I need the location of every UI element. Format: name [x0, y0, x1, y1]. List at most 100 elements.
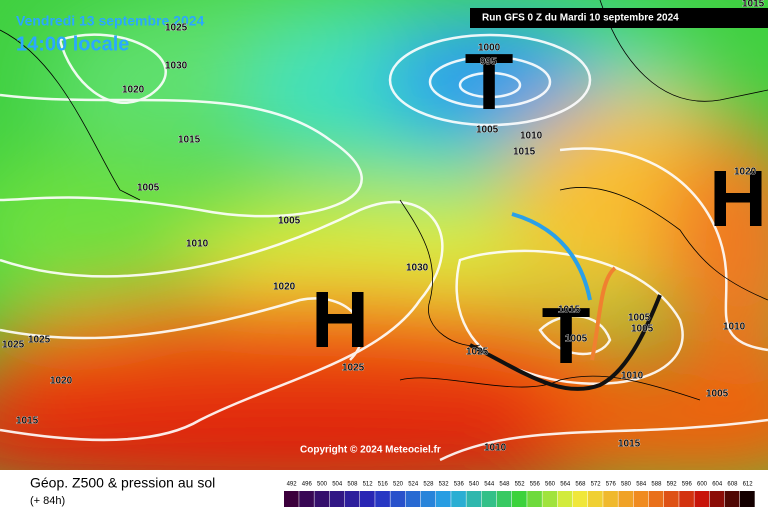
isobar-label: 1015: [618, 439, 641, 450]
scale-swatch: [694, 491, 710, 507]
scale-label: 544: [484, 482, 495, 488]
isobar-label: 1005: [137, 183, 160, 194]
isobar-label: 1005: [565, 334, 588, 345]
scale-swatch: [648, 491, 664, 507]
isobar-label: 1025: [2, 340, 25, 351]
isobar-label: 1010: [484, 443, 507, 454]
scale-label: 508: [347, 482, 358, 488]
isobar-label: 1015: [558, 305, 581, 316]
isobar-label: 1000: [478, 43, 501, 54]
scale-swatch: [633, 491, 649, 507]
scale-swatch: [299, 491, 314, 507]
pressure-center: H: [311, 275, 369, 364]
lead-time: (+ 84h): [30, 495, 65, 507]
scale-label: 580: [621, 482, 632, 488]
scale-label: 536: [454, 482, 465, 488]
scale-label: 540: [469, 482, 480, 488]
scale-label: 588: [651, 482, 662, 488]
scale-swatch: [664, 491, 679, 507]
isobar-label: 1030: [406, 263, 429, 274]
valid-date: Vendredi 13 septembre 2024: [16, 13, 205, 29]
scale-label: 556: [530, 482, 541, 488]
pressure-center: T: [542, 291, 591, 380]
scale-label: 612: [743, 482, 754, 488]
scale-label: 516: [378, 482, 389, 488]
scale-swatch: [481, 491, 497, 507]
scale-swatch: [466, 491, 482, 507]
pressure-center: T: [465, 37, 514, 126]
scale-swatch: [588, 491, 603, 507]
scale-swatch: [420, 491, 436, 507]
scale-label: 572: [591, 482, 602, 488]
isobar-label: 1010: [621, 371, 644, 382]
isobar-label: 1025: [165, 23, 188, 34]
scale-label: 584: [636, 482, 647, 488]
isobar-label: 1015: [178, 135, 201, 146]
scale-label: 528: [423, 482, 434, 488]
isobar-label: 1005: [628, 313, 651, 324]
scale-swatch: [724, 491, 740, 507]
local-time: 14:00 locale: [16, 33, 129, 55]
scale-swatch: [740, 491, 755, 507]
scale-label: 604: [712, 482, 723, 488]
scale-swatch: [679, 491, 694, 507]
isobar-label: 1010: [520, 131, 543, 142]
scale-swatch: [344, 491, 360, 507]
scale-swatch: [603, 491, 618, 507]
scale-label: 548: [499, 482, 510, 488]
scale-swatch: [360, 491, 375, 507]
isobar-label: 1005: [631, 324, 654, 335]
isobar-label: 1010: [186, 239, 209, 250]
scale-label: 608: [727, 482, 738, 488]
scale-label: 552: [515, 482, 526, 488]
scale-label: 592: [667, 482, 678, 488]
isobar-label: 1020: [734, 167, 757, 178]
scale-swatch: [390, 491, 406, 507]
scale-label: 600: [697, 482, 708, 488]
isobar-label: 1025: [466, 347, 489, 358]
scale-swatch: [496, 491, 512, 507]
run-info: Run GFS 0 Z du Mardi 10 septembre 2024: [482, 13, 679, 24]
isobar-label: 995: [480, 57, 497, 68]
scale-label: 560: [545, 482, 556, 488]
isobar-label: 1015: [742, 0, 765, 10]
scale-swatch: [314, 491, 330, 507]
isobar-label: 1005: [476, 125, 499, 136]
isobar-label: 1015: [16, 416, 39, 427]
scale-label: 492: [287, 482, 298, 488]
isobar-label: 1010: [723, 322, 746, 333]
isobar-label: 1005: [706, 389, 729, 400]
scale-swatch: [451, 491, 466, 507]
scale-swatch: [557, 491, 573, 507]
scale-label: 576: [606, 482, 617, 488]
scale-label: 524: [408, 482, 419, 488]
isobar-label: 1020: [50, 376, 73, 387]
scale-swatch: [572, 491, 588, 507]
legend-title: Géop. Z500 & pression au sol: [30, 475, 215, 491]
isobar-label: 1025: [28, 335, 51, 346]
scale-label: 512: [363, 482, 374, 488]
scale-label: 520: [393, 482, 404, 488]
scale-label: 568: [575, 482, 586, 488]
scale-swatch: [284, 491, 299, 507]
isobar-label: 1020: [122, 85, 145, 96]
isobar-label: 1005: [278, 216, 301, 227]
scale-label: 504: [332, 482, 343, 488]
scale-swatch: [527, 491, 542, 507]
scale-swatch: [405, 491, 421, 507]
scale-swatch: [329, 491, 345, 507]
scale-label: 500: [317, 482, 328, 488]
scale-swatch: [512, 491, 527, 507]
copyright: Copyright © 2024 Meteociel.fr: [300, 445, 441, 456]
scale-label: 564: [560, 482, 571, 488]
scale-swatch: [542, 491, 558, 507]
scale-swatch: [375, 491, 390, 507]
scale-label: 532: [439, 482, 450, 488]
scale-swatch: [709, 491, 725, 507]
isobar-label: 1025: [342, 363, 365, 374]
scale-label: 596: [682, 482, 693, 488]
isobar-label: 1015: [513, 147, 536, 158]
isobar-label: 1020: [273, 282, 296, 293]
